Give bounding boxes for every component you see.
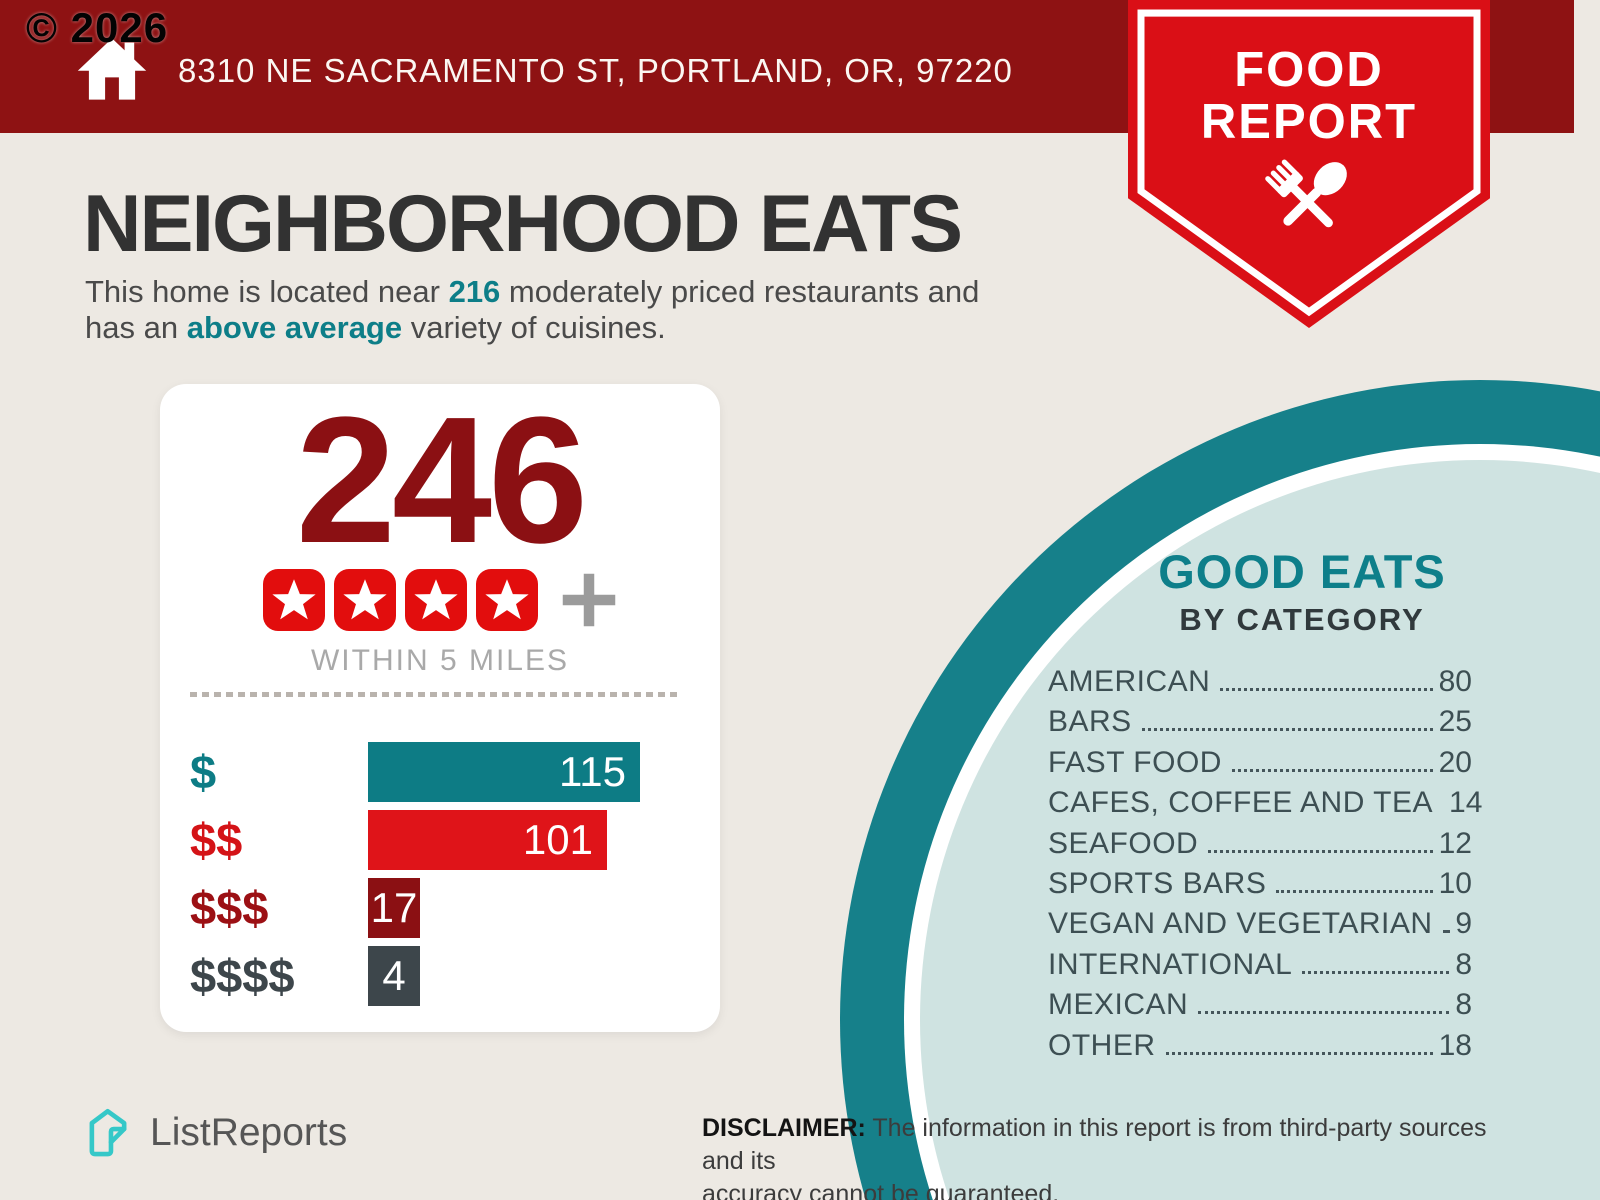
price-tier-label: $$$: [190, 881, 269, 935]
intro-part3: has an: [85, 310, 187, 345]
good-eats-subtitle: BY CATEGORY: [1179, 602, 1425, 637]
category-label: BARS: [1048, 705, 1132, 739]
star-badge: [263, 569, 325, 631]
category-row: SPORTS BARS 10: [1048, 867, 1472, 907]
dotted-leader: [1442, 930, 1450, 934]
dotted-leader: [1302, 970, 1450, 974]
category-label: VEGAN AND VEGETARIAN: [1048, 907, 1433, 941]
price-tier-label: $: [190, 745, 217, 799]
price-bar-value: 17: [370, 884, 418, 931]
category-row: SEAFOOD 12: [1048, 827, 1472, 867]
dotted-leader: [1141, 728, 1433, 732]
star-badge: [476, 569, 538, 631]
intro-restaurant-count: 216: [448, 274, 501, 309]
intro-part4: variety of cuisines.: [402, 310, 666, 345]
category-value: 12: [1438, 826, 1472, 860]
category-label: MEXICAN: [1048, 988, 1189, 1022]
dotted-leader: [1220, 688, 1433, 691]
ribbon-label-report: REPORT: [1200, 95, 1418, 149]
price-bar-value: 115: [559, 748, 626, 795]
star-rating-row: [160, 569, 720, 631]
crossed-spoon-fork-icon: [1265, 159, 1347, 228]
category-row: BARS 25: [1048, 705, 1472, 745]
dotted-leader: [1208, 849, 1433, 853]
disclaimer-line1: The information in this report is from t…: [702, 1114, 1487, 1175]
ribbon-label-food: FOOD: [1234, 43, 1384, 97]
price-tier-label: $$$$: [190, 949, 295, 1003]
intro-part1: This home is located near: [85, 274, 449, 309]
star-icon: [272, 579, 316, 620]
restaurant-total: 246: [295, 380, 588, 581]
price-bar-row: $$$$ 4: [160, 946, 720, 1006]
category-value: 20: [1438, 745, 1472, 779]
category-label: INTERNATIONAL: [1048, 947, 1293, 981]
good-eats-panel: GOOD EATS BY CATEGORY AMERICAN 80 BARS 25 FA…: [1048, 548, 1482, 1069]
star-icon: [485, 579, 529, 620]
price-bar: 101: [368, 810, 607, 870]
intro-part2: moderately priced restaurants and: [500, 274, 980, 309]
category-value: 18: [1438, 1028, 1472, 1062]
category-value: 9: [1455, 907, 1472, 941]
dotted-leader: [1231, 768, 1433, 772]
listreports-house-icon: [89, 1108, 127, 1157]
dotted-leader: [1165, 1051, 1433, 1055]
category-list: AMERICAN 80 BARS 25 FAST FOOD 20 CAFES, COFFEE…: [1048, 665, 1482, 1069]
disclaimer: DISCLAIMER: The information in this repo…: [702, 1112, 1502, 1200]
dotted-leader: [1198, 1011, 1450, 1015]
category-row: FAST FOOD 20: [1048, 746, 1472, 786]
price-bar: 17: [368, 878, 420, 938]
star-badge: [334, 569, 396, 631]
dotted-leader: [1276, 889, 1433, 893]
category-value: 8: [1455, 988, 1472, 1022]
listreports-wordmark: ListReports: [150, 1111, 348, 1154]
category-value: 25: [1438, 705, 1472, 739]
category-row: CAFES, COFFEE AND TEA 14: [1048, 786, 1482, 826]
category-row: MEXICAN 8: [1048, 988, 1472, 1028]
ribbon-banner-shape: [1128, 0, 1490, 328]
price-bar-value: 101: [522, 816, 593, 863]
category-label: CAFES, COFFEE AND TEA: [1048, 786, 1434, 820]
intro-highlight: above average: [186, 310, 403, 345]
category-value: 10: [1438, 866, 1472, 900]
stats-card: 246 WITHIN 5 MILES $115 $$ 101 $$$ 17 $$$$ 4: [160, 380, 720, 1032]
category-value: 80: [1438, 665, 1472, 698]
category-row: VEGAN AND VEGETARIAN 9: [1048, 907, 1472, 947]
listreports-logo: ListReports: [80, 1104, 347, 1162]
home-icon: [77, 38, 147, 100]
star-icon: [343, 579, 387, 620]
plus-icon: [562, 573, 616, 627]
price-bar: 115: [368, 742, 640, 802]
good-eats-title: GOOD EATS: [1158, 545, 1446, 598]
price-bar-row: $$ 101: [160, 810, 720, 870]
intro-text: This home is located near 216 moderately…: [85, 274, 979, 346]
property-address: 8310 NE SACRAMENTO ST, PORTLAND, OR, 972…: [178, 52, 1013, 89]
category-row: INTERNATIONAL 8: [1048, 948, 1472, 988]
price-bar-value: 4: [382, 952, 406, 999]
category-value: 8: [1455, 947, 1472, 981]
price-bar-row: $115: [160, 742, 720, 802]
price-bar-chart: $115 $$ 101 $$$ 17 $$$$ 4: [160, 742, 720, 1014]
category-label: AMERICAN: [1048, 665, 1211, 698]
category-value: 14: [1449, 786, 1483, 820]
price-bar: 4: [368, 946, 420, 1006]
category-label: SEAFOOD: [1048, 826, 1199, 860]
star-badge: [405, 569, 467, 631]
category-label: OTHER: [1048, 1028, 1156, 1062]
radius-label: WITHIN 5 MILES: [310, 644, 570, 677]
price-tier-label: $$: [190, 813, 243, 867]
food-report-ribbon: FOOD REPORT: [1128, 0, 1490, 332]
price-bar-row: $$$ 17: [160, 878, 720, 938]
disclaimer-label: DISCLAIMER:: [702, 1114, 866, 1142]
disclaimer-line2: accuracy cannot be guaranteed.: [702, 1180, 1060, 1200]
category-label: SPORTS BARS: [1048, 866, 1267, 900]
page-title: NEIGHBORHOOD EATS: [83, 179, 963, 269]
category-label: FAST FOOD: [1048, 745, 1222, 779]
star-icon: [414, 579, 458, 620]
copyright-watermark: © 2026: [26, 4, 169, 51]
category-row: OTHER 18: [1048, 1029, 1472, 1069]
dashed-divider: [190, 692, 680, 697]
category-row: AMERICAN 80: [1048, 665, 1472, 705]
